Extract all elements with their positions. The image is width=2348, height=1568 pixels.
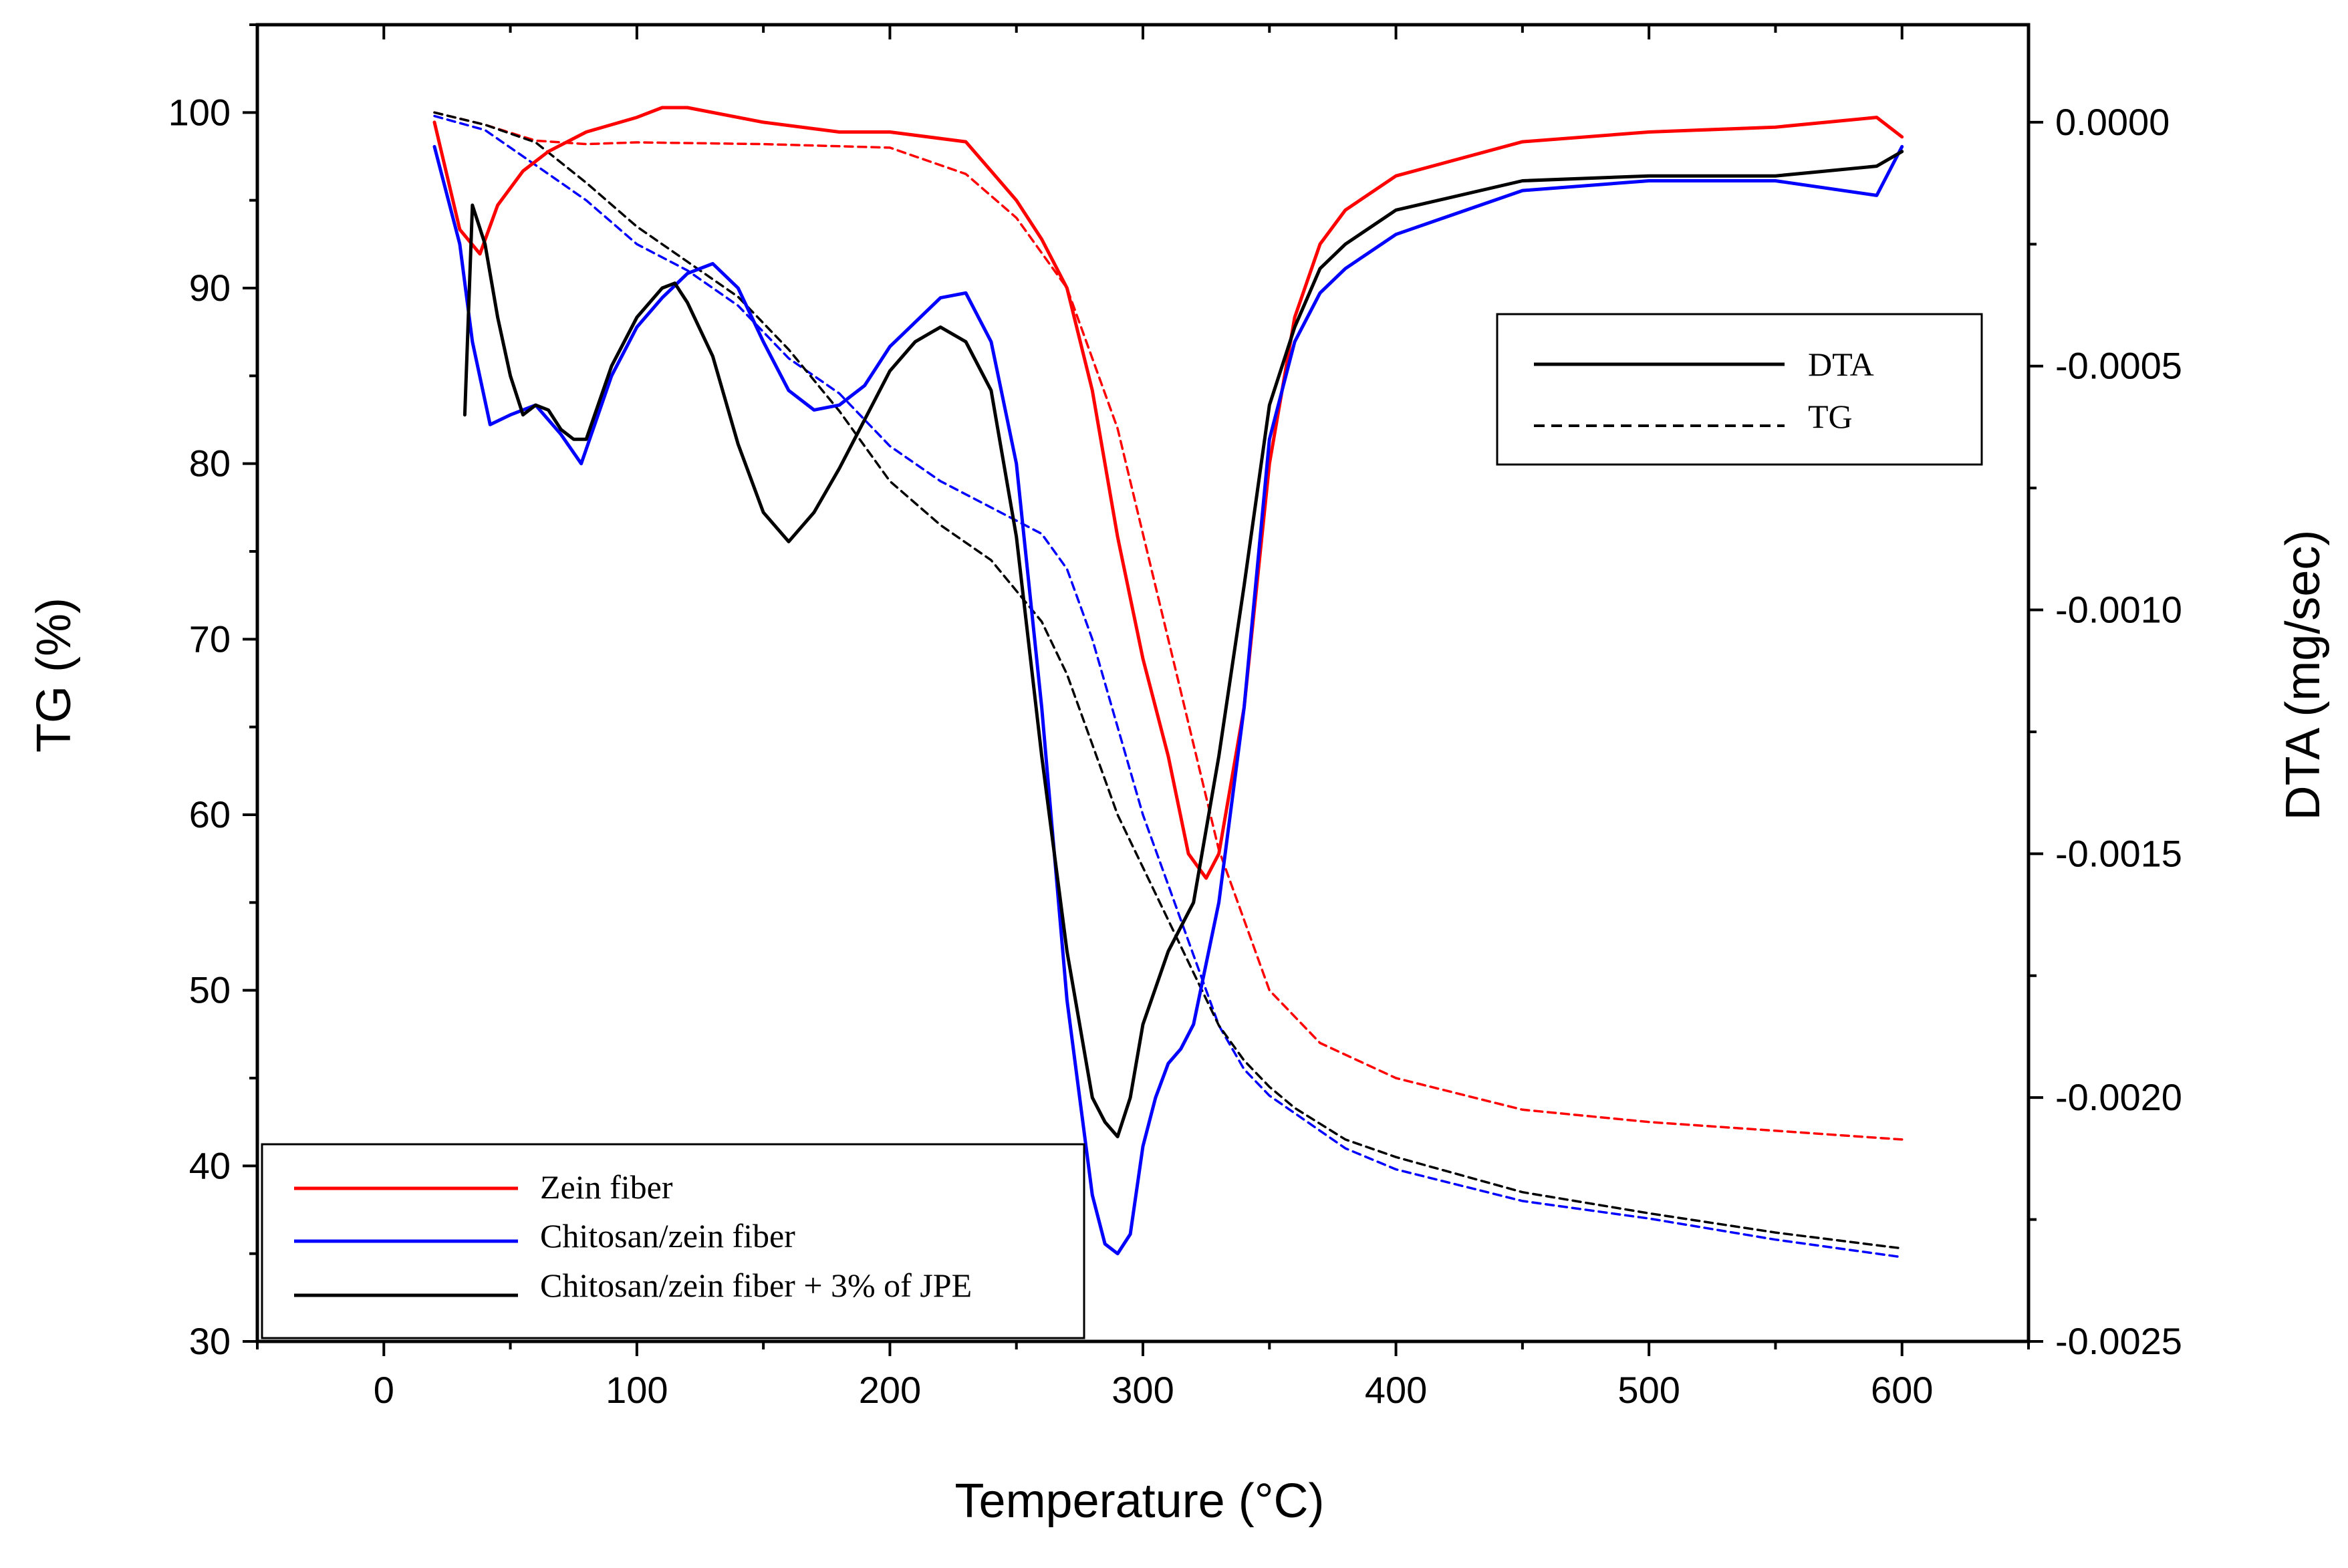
series-chitosan-zein-fiber-3-of-jpe-tg <box>433 111 1904 1250</box>
x-tick-label: 400 <box>1365 1369 1427 1411</box>
y-left-tick-label: 90 <box>189 267 231 309</box>
y-right-tick-label: -0.0005 <box>2055 345 2182 387</box>
y-right-tick-label: -0.0010 <box>2055 589 2182 631</box>
y-left-tick-label: 60 <box>189 793 231 835</box>
series-zein-fiber-tg <box>433 111 1904 1141</box>
series-chitosan-zein-fiber-3-of-jpe-dta <box>463 150 1904 1139</box>
x-tick-label: 0 <box>374 1369 394 1411</box>
x-tick-label: 500 <box>1617 1369 1680 1411</box>
series-chitosan-zein-fiber-dta <box>432 144 1904 1256</box>
series-zein-fiber-dta <box>432 106 1904 880</box>
y-left-tick-label: 40 <box>189 1144 231 1186</box>
legend-sample-label-zein: Zein fiber <box>540 1168 673 1206</box>
y-left-tick-label: 80 <box>189 442 231 485</box>
y-axis-right-title: DTA (mg/sec) <box>2276 530 2330 821</box>
y-right-tick-label: -0.0015 <box>2055 832 2182 874</box>
y-right-tick-label: -0.0020 <box>2055 1076 2182 1118</box>
x-axis-title: Temperature (°C) <box>955 1474 1325 1528</box>
y-left-tick-label: 100 <box>168 91 231 133</box>
y-left-tick-label: 30 <box>189 1320 231 1362</box>
ticks-layer: 0 100 200 300 400 500 600 30 40 50 60 70 80 90 100 0.00… <box>168 23 2182 1411</box>
x-tick-label: 200 <box>859 1369 921 1411</box>
legend-types: DTA TG <box>1496 313 1983 466</box>
y-axis-left-title: TG (%) <box>27 598 81 753</box>
legend-types-label-dta: DTA <box>1808 346 1874 383</box>
legend-types-label-tg: TG <box>1808 398 1853 435</box>
y-left-tick-label: 70 <box>189 618 231 660</box>
legend-sample-label-jpe: Chitosan/zein fiber + 3% of JPE <box>540 1267 972 1304</box>
x-tick-label: 100 <box>606 1369 668 1411</box>
x-tick-label: 300 <box>1112 1369 1174 1411</box>
y-right-tick-label: 0.0000 <box>2055 101 2170 143</box>
legend-sample-label-chitosan: Chitosan/zein fiber <box>540 1217 795 1255</box>
x-tick-label: 600 <box>1871 1369 1933 1411</box>
y-left-tick-label: 50 <box>189 969 231 1011</box>
series-chitosan-zein-fiber-tg <box>433 114 1904 1259</box>
series-layer <box>432 106 1904 1259</box>
legend-types-frame <box>1496 313 1983 466</box>
legend-samples: Zein fiber Chitosan/zein fiber Chitosan/… <box>261 1143 1085 1339</box>
y-right-tick-label: -0.0025 <box>2055 1320 2182 1362</box>
